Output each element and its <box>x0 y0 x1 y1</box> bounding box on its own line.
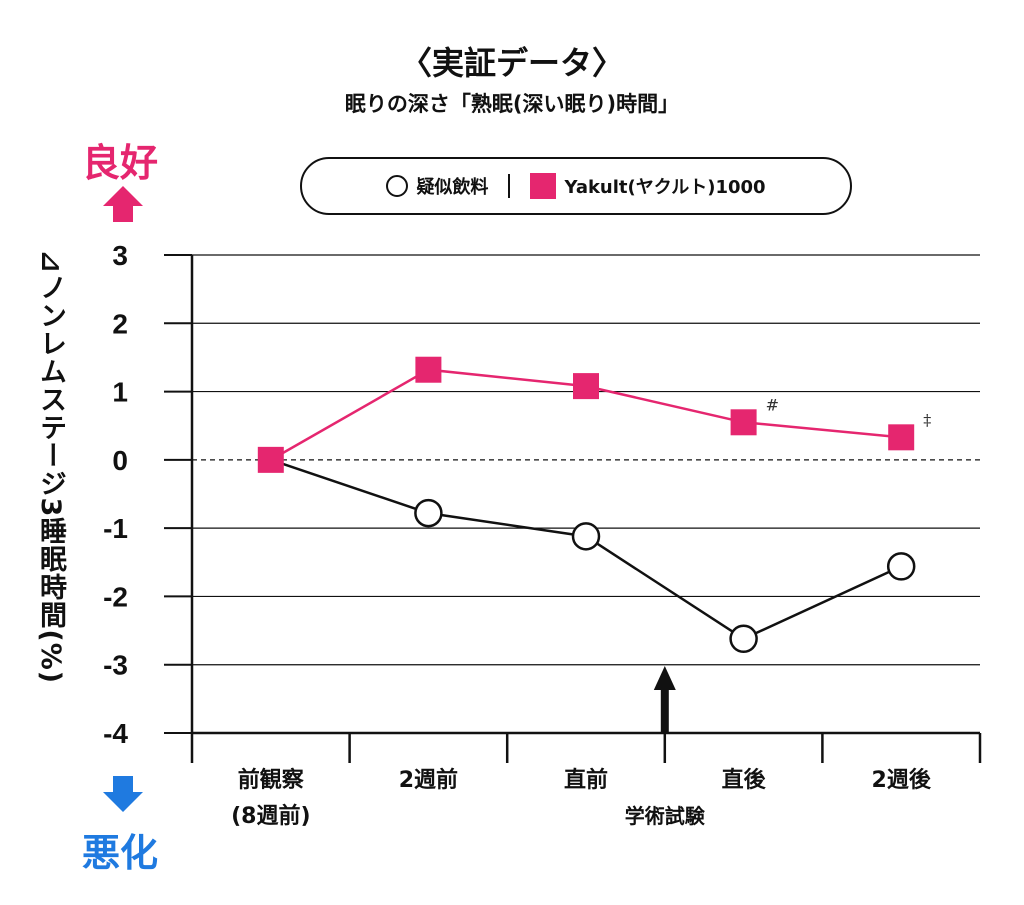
y-tick-label: -2 <box>103 581 128 612</box>
exam-arrow-head <box>653 666 676 690</box>
x-tick-label: 前観察 <box>238 767 305 793</box>
data-point-yakult <box>257 446 284 473</box>
x-axis-label: 学術試験 <box>625 804 706 828</box>
bad-label: 悪化 <box>82 831 159 875</box>
significance-mark: ‡ <box>923 410 931 429</box>
x-tick-label: 直後 <box>722 767 767 793</box>
legend-divider <box>508 174 511 198</box>
chart-subtitle: 眠りの深さ「熟眠(深い眠り)時間」 <box>344 92 680 116</box>
data-point-yakult <box>888 424 915 451</box>
exam-arrow-shaft <box>660 688 669 734</box>
y-tick-label: 2 <box>112 308 128 339</box>
y-tick-label: 3 <box>112 240 128 271</box>
y-tick-label: -1 <box>103 513 128 544</box>
x-tick-label: 2週後 <box>872 767 932 793</box>
x-tick-label: 直前 <box>564 767 608 793</box>
x-tick-sublabel: (8週前) <box>231 803 310 829</box>
data-point-yakult <box>573 373 599 400</box>
legend-item-yakult: Yakult(ヤクルト)1000 <box>530 173 766 199</box>
down-arrow-icon <box>103 776 143 812</box>
chart-title: 〈実証データ〉 <box>399 44 624 82</box>
data-point-placebo <box>729 624 758 654</box>
legend-item-placebo: 疑似飲料 <box>386 173 488 199</box>
y-tick-label: -3 <box>103 650 128 681</box>
significance-mark: # <box>766 395 779 414</box>
data-point-yakult <box>730 409 757 436</box>
y-tick-label: -4 <box>103 718 128 749</box>
legend: 疑似飲料 Yakult(ヤクルト)1000 <box>300 157 852 215</box>
data-point-yakult <box>415 356 442 383</box>
legend-label-yakult: Yakult(ヤクルト)1000 <box>564 177 766 198</box>
y-tick-label: 0 <box>112 445 128 476</box>
up-arrow-icon <box>103 186 143 222</box>
data-point-placebo <box>414 498 443 528</box>
y-tick-label: 1 <box>112 377 128 408</box>
y-axis-label: ⊿ノンレムステージ3睡眠時間(%) <box>35 250 66 685</box>
legend-label-placebo: 疑似飲料 <box>416 177 489 198</box>
square-marker-icon <box>530 173 557 199</box>
circle-marker-icon <box>386 175 409 197</box>
data-point-placebo <box>886 552 916 581</box>
good-label: 良好 <box>82 141 159 185</box>
x-tick-label: 2週前 <box>399 767 458 793</box>
data-point-placebo <box>571 522 601 551</box>
